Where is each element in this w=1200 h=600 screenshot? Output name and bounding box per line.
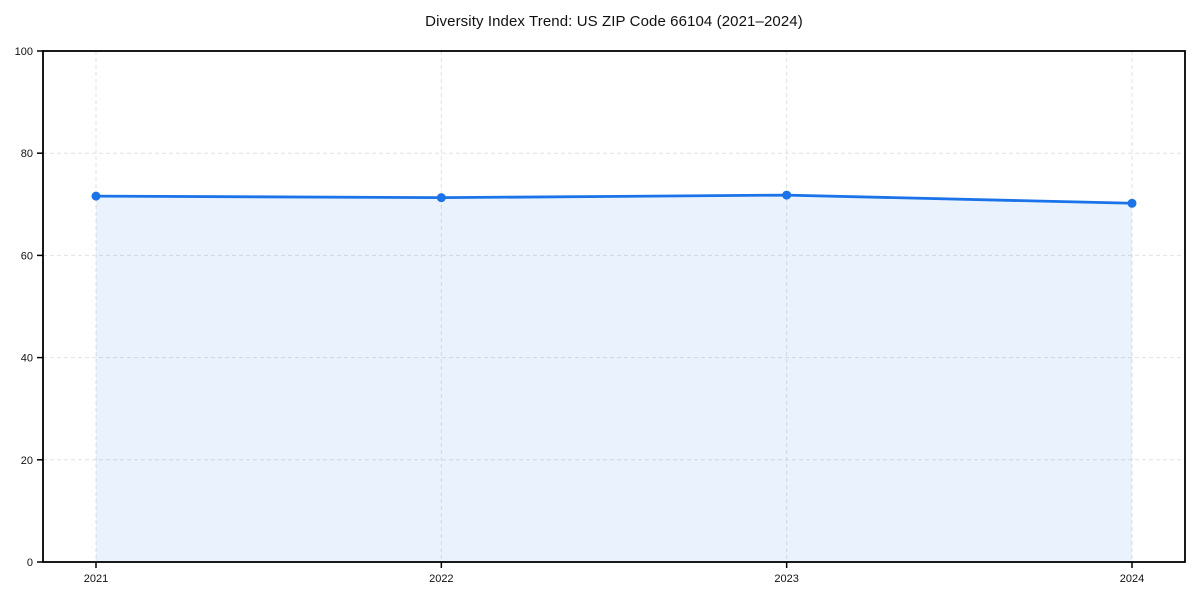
area-fill	[96, 195, 1132, 563]
x-tick-label: 2024	[1120, 573, 1144, 585]
data-point	[1127, 198, 1137, 208]
data-point	[782, 190, 792, 200]
y-tick-label: 0	[27, 557, 33, 569]
y-tick-label: 100	[15, 46, 33, 58]
chart-title: Diversity Index Trend: US ZIP Code 66104…	[425, 13, 803, 30]
y-tick-label: 20	[21, 455, 33, 467]
x-tick-label: 2021	[84, 573, 108, 585]
x-tick-label: 2023	[774, 573, 798, 585]
y-tick-label: 60	[21, 250, 33, 262]
x-tick-label: 2022	[429, 573, 453, 585]
y-tick-label: 80	[21, 148, 33, 160]
plot-frame	[42, 50, 1186, 563]
trend-line	[94, 193, 1134, 205]
y-tick-label: 40	[21, 353, 33, 365]
data-point	[436, 193, 446, 203]
data-point	[91, 191, 101, 201]
